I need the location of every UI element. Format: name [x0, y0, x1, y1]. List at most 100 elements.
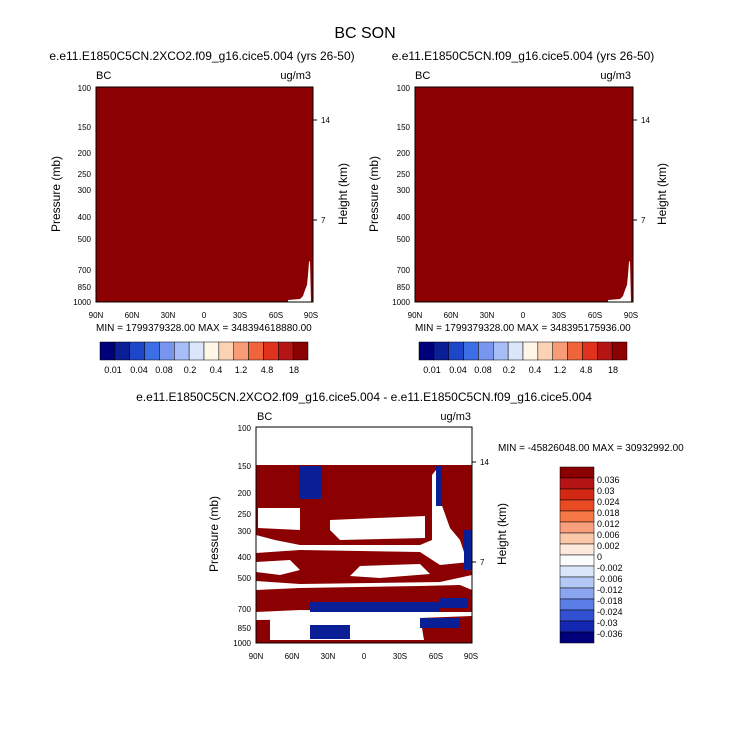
p1-ytick-400: 400: [78, 213, 92, 222]
p3-y2tick-7: 7: [480, 558, 485, 567]
p3-xtick-30n: 30N: [321, 652, 336, 661]
p1-ytick-150: 150: [78, 123, 92, 132]
p3-xtick-60s: 60S: [429, 652, 443, 661]
figure-title: BC SON: [334, 25, 395, 42]
panel-1-right-label: ug/m3: [280, 70, 311, 82]
p3-ytick-700: 700: [238, 605, 252, 614]
colorbar-swatch: [129, 341, 145, 361]
p3-ytick-400: 400: [238, 553, 252, 562]
p2-ytick-400: 400: [397, 213, 411, 222]
panel-1-x-ticks: 90N 60N 30N 0 30S 60S 90S: [89, 311, 318, 320]
p2-ytick-250: 250: [397, 170, 411, 179]
p2-cbar-label-0: 0.01: [423, 365, 441, 375]
p1-ytick-100: 100: [78, 84, 92, 93]
p1-ytick-1000: 1000: [73, 298, 91, 307]
panel-3-y-label: Pressure (mb): [207, 496, 221, 572]
panel-1-frame: [95, 86, 314, 303]
p2-cbar-label-2: 0.08: [474, 365, 492, 375]
colorbar-swatch: [418, 341, 435, 361]
p2-cbar-label-1: 0.04: [449, 365, 467, 375]
colorbar-swatch: [292, 341, 309, 361]
p3-cbar-label-3: 0.018: [597, 508, 620, 518]
panel-3-y-ticks: 100 150 200 250 300 400 500 700 850 1000: [233, 424, 251, 648]
p3-ytick-100: 100: [238, 424, 252, 433]
p3-neg-patch-850b: [440, 598, 468, 608]
p2-cbar-label-5: 1.2: [554, 365, 567, 375]
colorbar-swatch: [559, 609, 595, 622]
p2-xtick-60s: 60S: [588, 311, 602, 320]
p3-ytick-150: 150: [238, 462, 252, 471]
p3-neg-patch-left-850: [310, 625, 350, 639]
p1-xtick-90n: 90N: [89, 311, 104, 320]
p3-xtick-30s: 30S: [393, 652, 407, 661]
p1-cbar-label-5: 1.2: [235, 365, 248, 375]
p3-cbar-label-13: -0.03: [597, 618, 618, 628]
colorbar-swatch: [463, 341, 479, 361]
p2-cbar-label-3: 0.2: [503, 365, 516, 375]
colorbar-swatch: [248, 341, 264, 361]
panel-2-y-ticks: 100 150 200 250 300 400 500 700 850 1000: [392, 84, 410, 307]
colorbar-swatch: [174, 341, 190, 361]
colorbar-swatch: [218, 341, 234, 361]
p2-y2tick-7: 7: [641, 216, 646, 225]
panel-2-y-label: Pressure (mb): [367, 156, 381, 232]
panel-2-x-ticks: 90N 60N 30N 0 30S 60S 90S: [408, 311, 638, 320]
panel-3: e.e11.E1850C5CN.2XCO2.f09_g16.cice5.004 …: [136, 390, 684, 661]
p3-cbar-label-1: 0.03: [597, 486, 615, 496]
colorbar-swatch: [278, 341, 294, 361]
p3-ytick-500: 500: [238, 574, 252, 583]
panel-1-missing-region: [288, 261, 311, 302]
colorbar-swatch: [559, 631, 595, 644]
p3-cbar-label-8: -0.002: [597, 563, 623, 573]
panel-2-y2-label: Height (km): [655, 163, 669, 225]
p3-xtick-0: 0: [362, 652, 367, 661]
p2-cbar-label-4: 0.4: [529, 365, 542, 375]
p2-xtick-0: 0: [521, 311, 526, 320]
panel-3-colorbar-labels: 0.036 0.03 0.024 0.018 0.012 0.006 0.002…: [597, 475, 623, 639]
p1-xtick-90s: 90S: [304, 311, 318, 320]
p2-ytick-850: 850: [397, 283, 411, 292]
p2-xtick-60n: 60N: [444, 311, 459, 320]
colorbar-swatch: [144, 341, 160, 361]
p2-ytick-300: 300: [397, 186, 411, 195]
p1-cbar-label-4: 0.4: [210, 365, 223, 375]
colorbar-swatch: [203, 341, 220, 361]
panel-3-minmax: MIN = -45826048.00 MAX = 30932992.00: [498, 443, 684, 454]
colorbar-swatch: [552, 341, 568, 361]
p1-xtick-60n: 60N: [125, 311, 140, 320]
panel-3-gaps: [256, 508, 430, 640]
p3-cbar-label-4: 0.012: [597, 519, 620, 529]
p2-ytick-100: 100: [397, 84, 411, 93]
colorbar-swatch: [559, 499, 595, 512]
colorbar-swatch: [559, 510, 595, 523]
p1-y2tick-14: 14: [321, 116, 330, 125]
p3-ytick-300: 300: [238, 527, 252, 536]
p3-cbar-label-6: 0.002: [597, 541, 620, 551]
p1-xtick-60s: 60S: [269, 311, 283, 320]
colorbar-swatch: [559, 543, 595, 556]
p1-ytick-850: 850: [78, 283, 92, 292]
panel-3-y2-label: Height (km): [495, 503, 509, 565]
p1-xtick-30n: 30N: [161, 311, 176, 320]
colorbar-swatch: [559, 477, 595, 490]
colorbar-swatch: [559, 598, 595, 611]
panel-3-frame: [255, 426, 473, 644]
p1-cbar-label-3: 0.2: [184, 365, 197, 375]
colorbar-swatch: [559, 554, 595, 567]
p3-cbar-label-5: 0.006: [597, 530, 620, 540]
panel-1-minmax: MIN = 1799379328.00 MAX = 348394618880.0…: [96, 323, 312, 334]
p2-xtick-30n: 30N: [480, 311, 495, 320]
colorbar-swatch: [567, 341, 583, 361]
panel-2-missing-region: [608, 261, 631, 302]
p3-neg-patch-right-upper: [436, 466, 442, 506]
p3-xtick-90n: 90N: [249, 652, 264, 661]
panel-3-x-ticks: 90N 60N 30N 0 30S 60S 90S: [249, 652, 478, 661]
colorbar-swatch: [522, 341, 539, 361]
panel-2-right-label: ug/m3: [600, 70, 631, 82]
panel-3-negative-field: [299, 466, 472, 639]
panel-2-frame: [414, 86, 634, 303]
p3-y2tick-14: 14: [480, 458, 489, 467]
p1-ytick-250: 250: [78, 170, 92, 179]
p3-gap-right-mid: [350, 564, 430, 578]
colorbar-swatch: [537, 341, 553, 361]
